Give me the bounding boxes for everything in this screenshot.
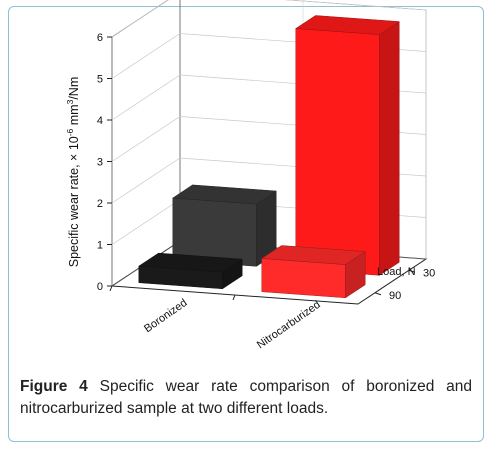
y-axis-label-exp: -6 (65, 128, 75, 136)
category-labels: Boronized Nitrocarburized (109, 285, 323, 352)
category-label: Boronized (142, 297, 189, 335)
bar-nitrocarburized-30 (295, 15, 400, 276)
figure-caption: Figure 4 Specific wear rate comparison o… (20, 376, 472, 420)
bar-top-face (172, 184, 277, 205)
y-axis-label: Specific wear rate, × 10-6 mm3/Nm (65, 77, 81, 268)
bars (138, 15, 400, 299)
category-label: Nitrocarburized (255, 299, 323, 352)
y-tick-label: 1 (97, 240, 103, 252)
bar-top-face (138, 252, 243, 273)
y-tick-label: 5 (97, 74, 103, 86)
gridline (111, 0, 427, 38)
load-tick-mark (374, 292, 382, 296)
y-tick-label: 6 (97, 32, 103, 44)
y-axis-label-unit-exp: 3 (65, 99, 75, 104)
bar-front-face (261, 258, 346, 299)
load-labels: 30 90 (374, 267, 435, 302)
y-axis-label-main: Specific wear rate, × 10 (67, 136, 81, 267)
chart-left-wall (111, 0, 181, 287)
load-axis-label: Load, N (377, 266, 416, 278)
y-tick-label: 2 (97, 198, 103, 210)
y-axis-label-unit: mm (67, 104, 81, 128)
figure-caption-text: Specific wear rate comparison of boroniz… (20, 378, 472, 417)
y-tick-label: 4 (97, 115, 103, 127)
y-axis-ticks: 0 1 2 3 4 5 6 (97, 32, 112, 293)
load-label: 90 (389, 290, 401, 302)
bar-top-face (261, 245, 366, 265)
chart: 0 1 2 3 4 5 6 Boronized Nitrocarburized 30 90 Sp… (65, 0, 435, 352)
bar-side-face (379, 21, 400, 276)
load-tick-mark (408, 269, 416, 273)
bar-boronized-90 (138, 252, 243, 290)
y-axis-label-tail: /Nm (67, 77, 81, 100)
bar-front-face (295, 28, 380, 276)
x-tick-mark (232, 294, 236, 301)
y-tick-label: 3 (97, 157, 103, 169)
y-tick-label: 0 (97, 281, 103, 293)
bar-boronized-30 (172, 184, 277, 267)
load-label: 30 (423, 267, 435, 279)
x-tick-mark (109, 285, 113, 292)
figure-caption-label: Figure 4 (20, 378, 88, 395)
bar-top-face (295, 15, 400, 35)
bar-nitrocarburized-90 (261, 245, 366, 299)
